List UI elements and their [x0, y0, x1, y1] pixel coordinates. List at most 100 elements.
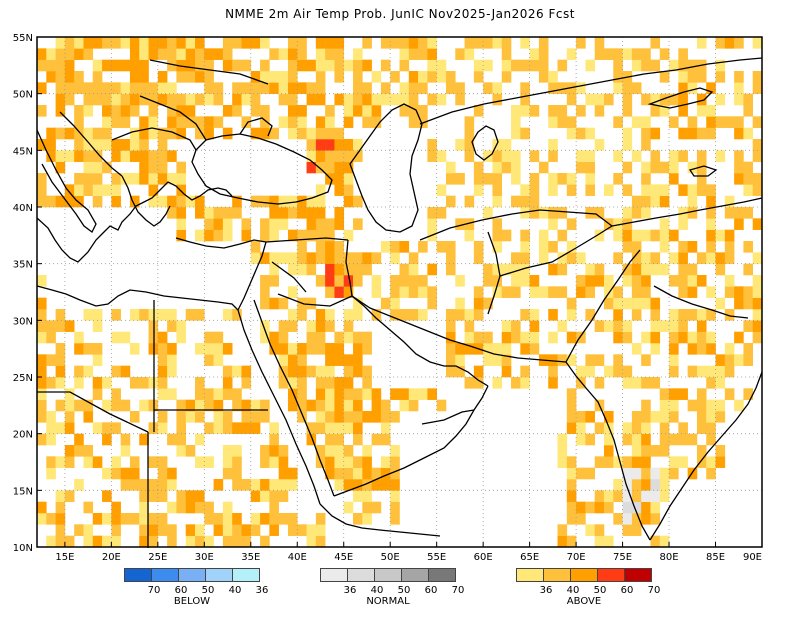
- coastline-india-east: [649, 371, 763, 541]
- probability-cell: [315, 37, 326, 49]
- probability-cell: [46, 195, 56, 208]
- probability-cell: [631, 479, 642, 491]
- probability-cell: [696, 252, 707, 264]
- probability-cell: [83, 309, 94, 321]
- probability-cell: [287, 105, 298, 117]
- probability-cell: [111, 195, 121, 208]
- probability-cell: [557, 116, 568, 128]
- legend-above-label: ABOVE: [566, 596, 602, 607]
- probability-cell: [659, 161, 670, 174]
- probability-cell: [706, 286, 716, 298]
- probability-cell: [83, 399, 94, 412]
- probability-cell: [464, 150, 475, 162]
- probability-cell: [287, 320, 298, 332]
- probability-cell: [287, 377, 298, 389]
- probability-cell: [325, 127, 335, 140]
- probability-cell: [669, 229, 679, 242]
- probability-cell: [706, 184, 716, 196]
- probability-cell: [585, 173, 595, 185]
- probability-cell: [241, 365, 252, 378]
- coastlines: [36, 87, 763, 541]
- legend-tick-label: 36: [343, 585, 357, 596]
- probability-cell: [362, 377, 372, 389]
- probability-cell: [315, 184, 326, 196]
- probability-cell: [548, 309, 558, 321]
- probability-cell: [743, 343, 753, 355]
- probability-cell: [734, 71, 744, 83]
- probability-cell: [176, 116, 187, 128]
- probability-cell: [501, 354, 512, 366]
- probability-cell: [260, 513, 270, 525]
- probability-cell: [566, 490, 577, 502]
- probability-cell: [353, 422, 363, 434]
- probability-cell: [650, 59, 661, 72]
- probability-cell: [585, 275, 595, 287]
- probability-cell: [204, 331, 214, 344]
- lat-tick-label: 50N: [13, 90, 33, 101]
- probability-cell: [594, 501, 605, 514]
- probability-cell: [353, 479, 363, 491]
- probability-cell: [548, 263, 558, 276]
- probability-cell: [641, 229, 651, 242]
- probability-cell: [297, 524, 307, 536]
- probability-cell: [222, 48, 233, 60]
- probability-cell: [325, 252, 335, 264]
- probability-cell: [501, 48, 512, 60]
- probability-cell: [678, 275, 688, 287]
- probability-cell: [659, 48, 670, 60]
- probability-cell: [64, 456, 75, 468]
- probability-cell: [669, 467, 679, 480]
- probability-cell: [120, 513, 131, 525]
- probability-cell: [473, 241, 484, 253]
- probability-cell: [343, 501, 354, 514]
- probability-cell: [260, 399, 270, 412]
- probability-cell: [37, 399, 47, 412]
- probability-cell: [473, 71, 484, 83]
- probability-cell: [631, 456, 642, 468]
- probability-cell: [631, 467, 642, 480]
- probability-cell: [483, 331, 493, 344]
- probability-cell: [678, 48, 688, 60]
- probability-cell: [213, 48, 224, 60]
- probability-cell: [492, 377, 503, 389]
- probability-cell: [473, 173, 484, 185]
- probability-cell: [83, 524, 94, 536]
- probability-cell: [483, 343, 493, 355]
- probability-cell: [408, 71, 419, 83]
- probability-cell: [55, 127, 66, 140]
- probability-cell: [64, 82, 75, 94]
- legend-tick-label: 40: [370, 585, 384, 596]
- probability-cell: [641, 184, 651, 196]
- probability-cell: [55, 535, 66, 548]
- probability-cell: [222, 535, 233, 548]
- map-frame: [36, 36, 763, 548]
- probability-cell: [157, 93, 168, 106]
- probability-cell: [669, 252, 679, 264]
- probability-cell: [92, 354, 103, 366]
- probability-cell: [213, 93, 224, 106]
- probability-cell: [483, 207, 493, 219]
- probability-cell: [37, 59, 47, 72]
- probability-cell: [315, 93, 326, 106]
- probability-cell: [306, 365, 317, 378]
- probability-cell: [464, 320, 475, 332]
- probability-cell: [696, 456, 707, 468]
- legend-tick-label: 70: [147, 585, 161, 596]
- probability-cell: [334, 37, 345, 49]
- probability-cell: [315, 150, 326, 162]
- probability-cell: [520, 229, 530, 242]
- probability-cell: [576, 411, 586, 423]
- probability-cell: [418, 37, 428, 49]
- probability-cell: [55, 161, 66, 174]
- probability-cell: [64, 71, 75, 83]
- probability-cell: [511, 161, 521, 174]
- probability-cell: [650, 105, 661, 117]
- probability-cell: [380, 422, 391, 434]
- lon-tick-label: 35E: [241, 552, 260, 563]
- probability-cell: [445, 82, 456, 94]
- probability-cell: [631, 433, 642, 446]
- probability-cell: [139, 433, 149, 446]
- probability-cell: [287, 354, 298, 366]
- probability-cell: [148, 161, 159, 174]
- probability-cell: [334, 388, 345, 400]
